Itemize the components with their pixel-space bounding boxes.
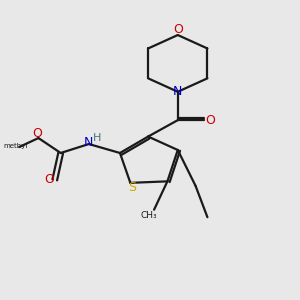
Text: O: O: [205, 114, 215, 127]
Text: N: N: [173, 85, 182, 98]
Text: H: H: [93, 133, 101, 143]
Text: S: S: [128, 181, 136, 194]
Text: N: N: [84, 136, 94, 149]
Text: O: O: [173, 23, 183, 36]
Text: CH₃: CH₃: [140, 211, 157, 220]
Text: O: O: [44, 173, 54, 186]
Text: methyl: methyl: [3, 143, 28, 149]
Text: O: O: [32, 127, 42, 140]
